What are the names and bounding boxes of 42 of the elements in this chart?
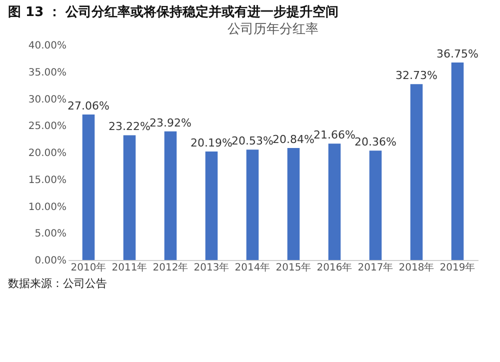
y-tick-label: 10.00% [28, 202, 66, 213]
x-tick-label: 2015年 [276, 262, 312, 274]
bar [246, 150, 259, 260]
x-tick-label: 2019年 [440, 262, 476, 274]
x-tick-label: 2011年 [112, 262, 148, 274]
data-label: 20.84% [272, 132, 314, 146]
x-tick-label: 2013年 [194, 262, 230, 274]
bar [123, 135, 136, 260]
x-tick-label: 2018年 [398, 262, 434, 274]
y-tick-label: 0.00% [34, 256, 66, 266]
chart-title: 图 13 ： 公司分红率或将保持稳定并或有进一步提升空间 [8, 4, 339, 20]
y-tick-label: 20.00% [28, 148, 66, 159]
bar [451, 62, 464, 260]
data-label: 20.53% [232, 134, 274, 148]
y-tick-label: 30.00% [28, 94, 66, 106]
y-tick-label: 40.00% [28, 40, 66, 52]
x-tick-label: 2012年 [152, 262, 188, 274]
data-label: 20.19% [190, 136, 232, 150]
data-label: 23.22% [108, 120, 150, 134]
x-tick-label: 2010年 [70, 262, 106, 274]
x-tick-label: 2014年 [234, 262, 270, 274]
data-label: 32.73% [396, 69, 438, 82]
data-label: 23.92% [150, 116, 192, 130]
bar [82, 114, 95, 260]
chart-subtitle: 公司历年分红率 [228, 21, 318, 37]
data-label: 36.75% [436, 47, 478, 60]
y-tick-label: 35.00% [28, 67, 66, 78]
x-tick-label: 2017年 [358, 262, 394, 274]
bar [164, 131, 177, 260]
y-tick-label: 25.00% [28, 121, 66, 132]
bar [328, 144, 341, 260]
bar [369, 150, 382, 260]
y-tick-label: 5.00% [34, 228, 66, 240]
data-label: 20.36% [354, 136, 396, 149]
bar [410, 84, 423, 260]
x-tick-label: 2016年 [316, 262, 352, 274]
bar [287, 148, 300, 260]
data-label: 21.66% [314, 128, 356, 142]
y-tick-label: 15.00% [28, 174, 66, 186]
data-label: 27.06% [68, 100, 110, 113]
bar [205, 151, 218, 260]
source-note: 数据来源：公司公告 [8, 277, 107, 290]
